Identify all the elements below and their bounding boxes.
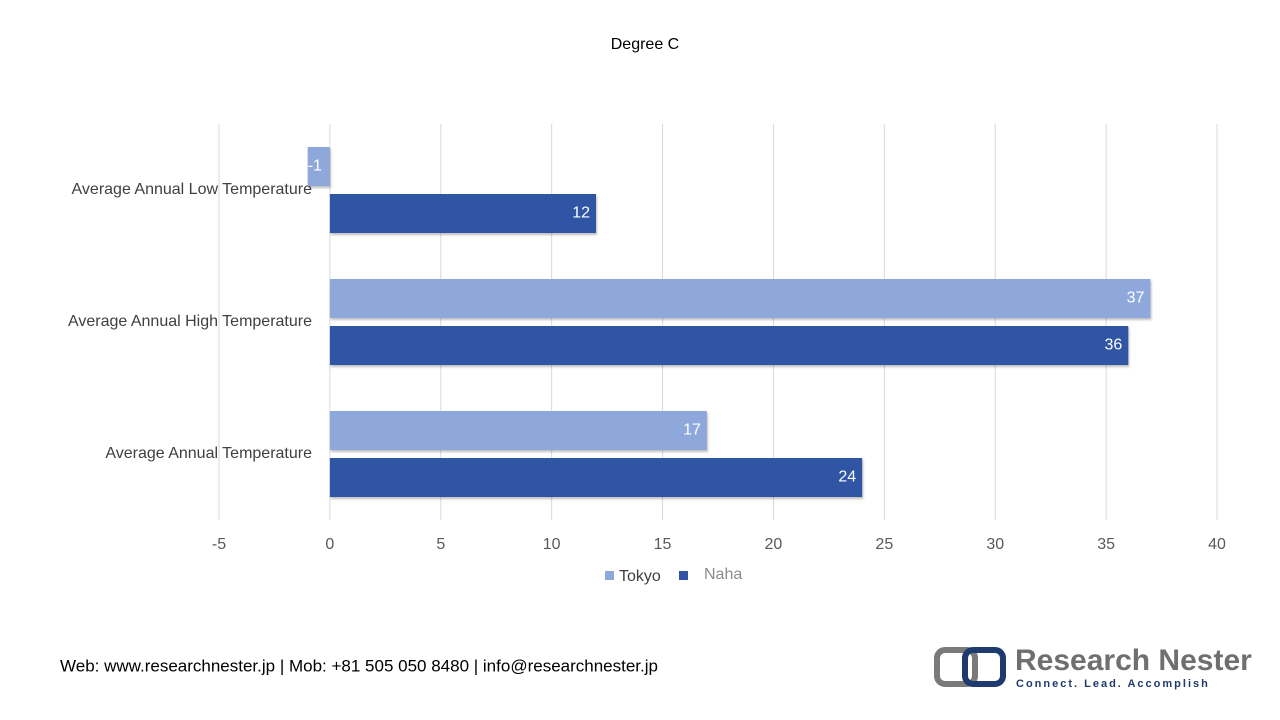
y-tick-label: Average Annual High Temperature [68,313,312,330]
x-tick-label: 10 [543,536,561,553]
bar [329,411,707,450]
x-tick-label: 40 [1208,536,1226,553]
x-tick-label: 15 [654,536,672,553]
logo-tagline: Connect. Lead. Accomplish [1016,678,1210,690]
y-tick-label: Average Annual Low Temperature [72,181,313,198]
y-tick-label: Average Annual Temperature [105,445,312,462]
x-tick-label: 5 [436,536,445,553]
chart-title: Degree C [611,36,679,53]
x-tick-label: 30 [986,536,1004,553]
data-label: 17 [683,422,701,439]
legend-swatch [679,571,688,580]
data-label: 36 [1104,337,1122,354]
bar [329,194,597,233]
x-tick-label: 25 [875,536,893,553]
legend-label: Naha [704,566,742,583]
x-tick-label: 0 [325,536,334,553]
legend-swatch [605,571,614,580]
logo-name: Research Nester [1015,644,1252,677]
x-tick-label: 35 [1097,536,1115,553]
bar [329,458,863,497]
x-tick-label: 20 [765,536,783,553]
x-tick-label: -5 [212,536,226,553]
data-label: -1 [308,158,322,175]
footer-contact: Web: www.researchnester.jp | Mob: +81 50… [60,656,658,675]
logo-icon [934,647,1006,687]
bar [329,279,1151,318]
legend-label: Tokyo [619,568,661,585]
bar [329,326,1129,365]
data-label: 12 [572,205,590,222]
data-label: 37 [1127,290,1145,307]
data-label: 24 [838,469,856,486]
bar [307,147,330,186]
